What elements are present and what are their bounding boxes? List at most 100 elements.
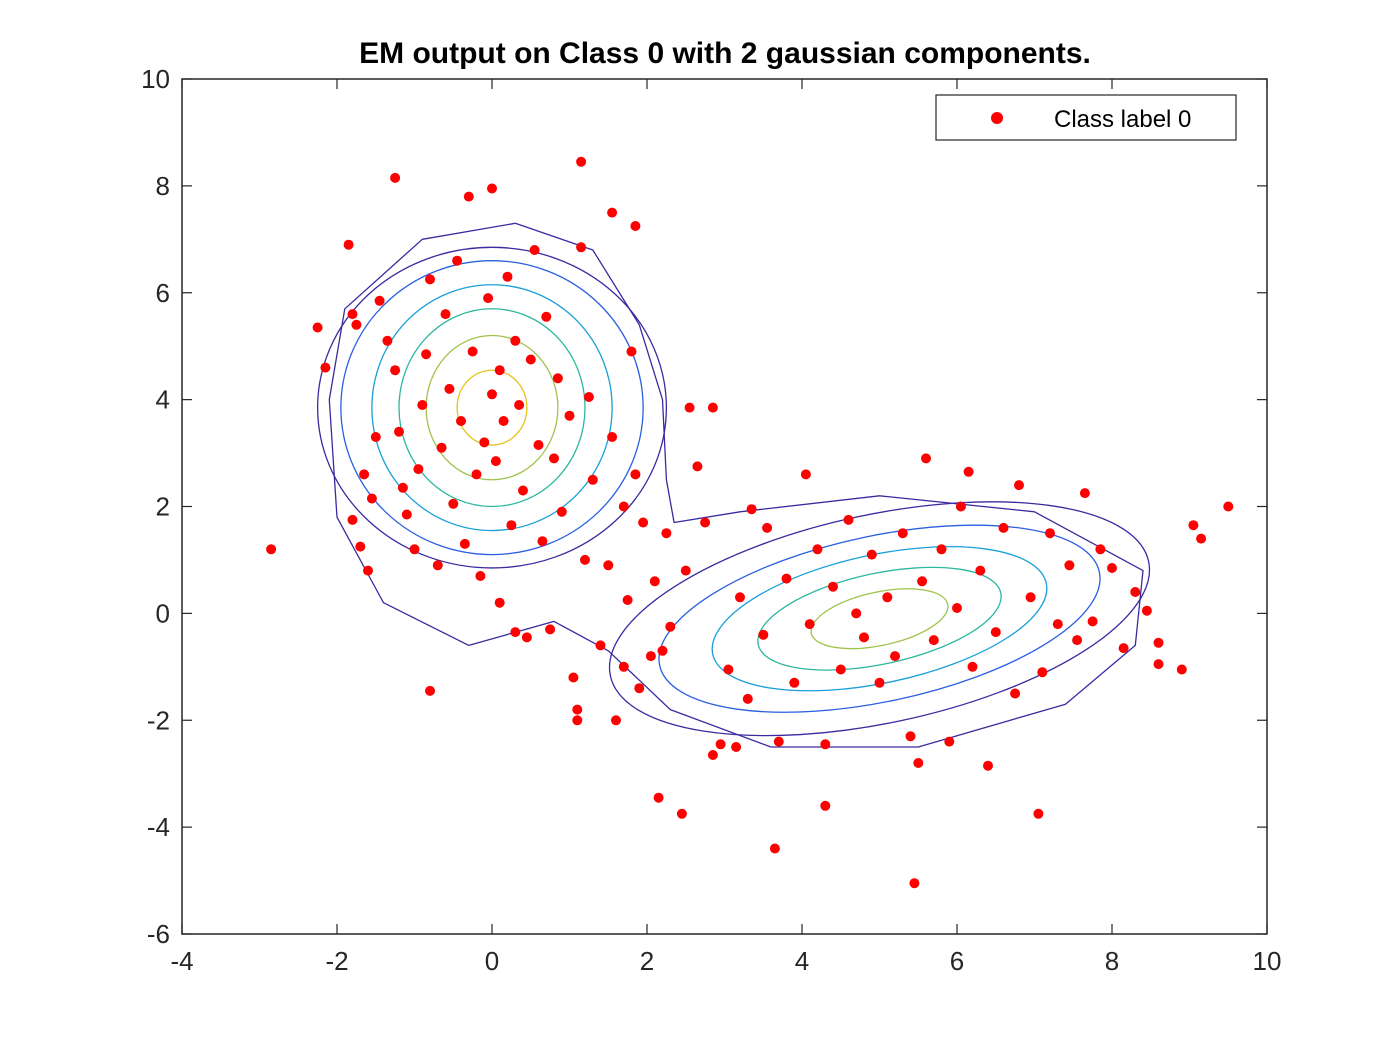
data-point — [789, 677, 800, 688]
x-tick-label: -4 — [170, 946, 193, 976]
data-point — [1087, 616, 1098, 627]
contour-line — [456, 369, 528, 446]
data-point — [421, 349, 432, 360]
data-point — [952, 603, 962, 613]
y-tick-label: 0 — [156, 598, 170, 628]
data-point — [707, 402, 718, 413]
data-point — [425, 685, 435, 696]
data-point — [630, 469, 641, 480]
data-point — [382, 335, 393, 346]
x-tick-label: 0 — [485, 946, 499, 976]
data-point — [409, 544, 420, 555]
data-point — [835, 664, 846, 675]
data-point — [483, 293, 494, 304]
data-point — [552, 373, 563, 384]
data-point — [851, 608, 862, 619]
data-point — [762, 522, 773, 533]
contour-line — [757, 566, 1002, 671]
data-point — [769, 843, 780, 854]
data-point — [529, 245, 540, 255]
chart-title: EM output on Class 0 with 2 gaussian com… — [359, 37, 1091, 70]
data-point — [897, 528, 908, 539]
data-point — [1064, 560, 1075, 571]
data-point — [463, 191, 474, 202]
x-tick-label: 6 — [950, 946, 964, 976]
data-point — [498, 416, 509, 426]
data-point — [312, 322, 323, 333]
data-point — [638, 517, 649, 528]
data-point — [556, 506, 567, 517]
data-point — [1010, 688, 1021, 699]
data-point — [390, 365, 401, 376]
data-point — [715, 739, 726, 750]
data-point — [374, 295, 385, 306]
data-point — [661, 528, 672, 539]
legend-marker — [991, 112, 1003, 124]
contour-line — [608, 501, 1151, 737]
data-point — [1188, 520, 1199, 531]
data-point — [467, 346, 478, 357]
data-point — [436, 442, 447, 453]
contour-line — [810, 588, 949, 650]
data-point — [572, 715, 583, 726]
data-point — [634, 683, 645, 694]
data-point — [843, 514, 854, 525]
data-point — [525, 354, 536, 365]
data-point — [758, 629, 769, 640]
data-point — [347, 309, 358, 320]
data-point — [983, 760, 993, 771]
x-axis: -4 -2 0 2 4 6 8 10 — [170, 79, 1281, 976]
data-point — [998, 522, 1009, 533]
data-point — [723, 664, 734, 675]
data-point — [1037, 667, 1048, 678]
data-point — [800, 469, 811, 480]
y-tick-label: -2 — [147, 705, 170, 735]
data-point — [735, 592, 745, 603]
data-point — [731, 742, 742, 752]
data-point — [890, 651, 900, 662]
data-point — [820, 800, 831, 811]
data-point — [928, 635, 939, 646]
data-point — [700, 517, 711, 528]
data-point — [1153, 637, 1164, 648]
data-point — [742, 693, 753, 704]
data-point — [913, 758, 924, 768]
data-point — [510, 627, 521, 638]
y-tick-label: 6 — [156, 278, 170, 308]
data-point — [773, 736, 784, 747]
data-point — [564, 410, 575, 421]
data-point — [874, 677, 885, 688]
data-point — [645, 651, 656, 662]
data-point — [781, 573, 792, 584]
data-point — [266, 544, 277, 555]
data-point — [595, 640, 606, 651]
data-point — [607, 432, 618, 442]
data-point — [351, 319, 362, 330]
data-point — [490, 456, 501, 467]
data-point — [471, 469, 482, 480]
data-point — [572, 704, 583, 715]
data-point — [665, 621, 676, 632]
x-tick-label: 10 — [1253, 946, 1282, 976]
data-point — [630, 221, 641, 231]
data-point — [975, 565, 986, 576]
y-tick-label: 2 — [156, 492, 170, 522]
data-point — [1223, 501, 1234, 512]
data-points — [266, 156, 1234, 889]
data-point — [955, 501, 966, 512]
data-point — [494, 597, 505, 608]
data-point — [363, 565, 373, 576]
data-point — [1072, 635, 1083, 646]
data-point — [917, 576, 928, 587]
data-point — [401, 509, 412, 520]
data-point — [680, 565, 691, 576]
contour-line — [711, 546, 1048, 692]
data-point — [963, 466, 974, 477]
contour-line — [340, 260, 644, 556]
contour-line — [658, 524, 1101, 713]
data-point — [828, 581, 838, 592]
data-point — [359, 469, 370, 480]
data-point — [622, 595, 633, 605]
data-point — [576, 156, 587, 167]
data-point — [1107, 563, 1117, 573]
